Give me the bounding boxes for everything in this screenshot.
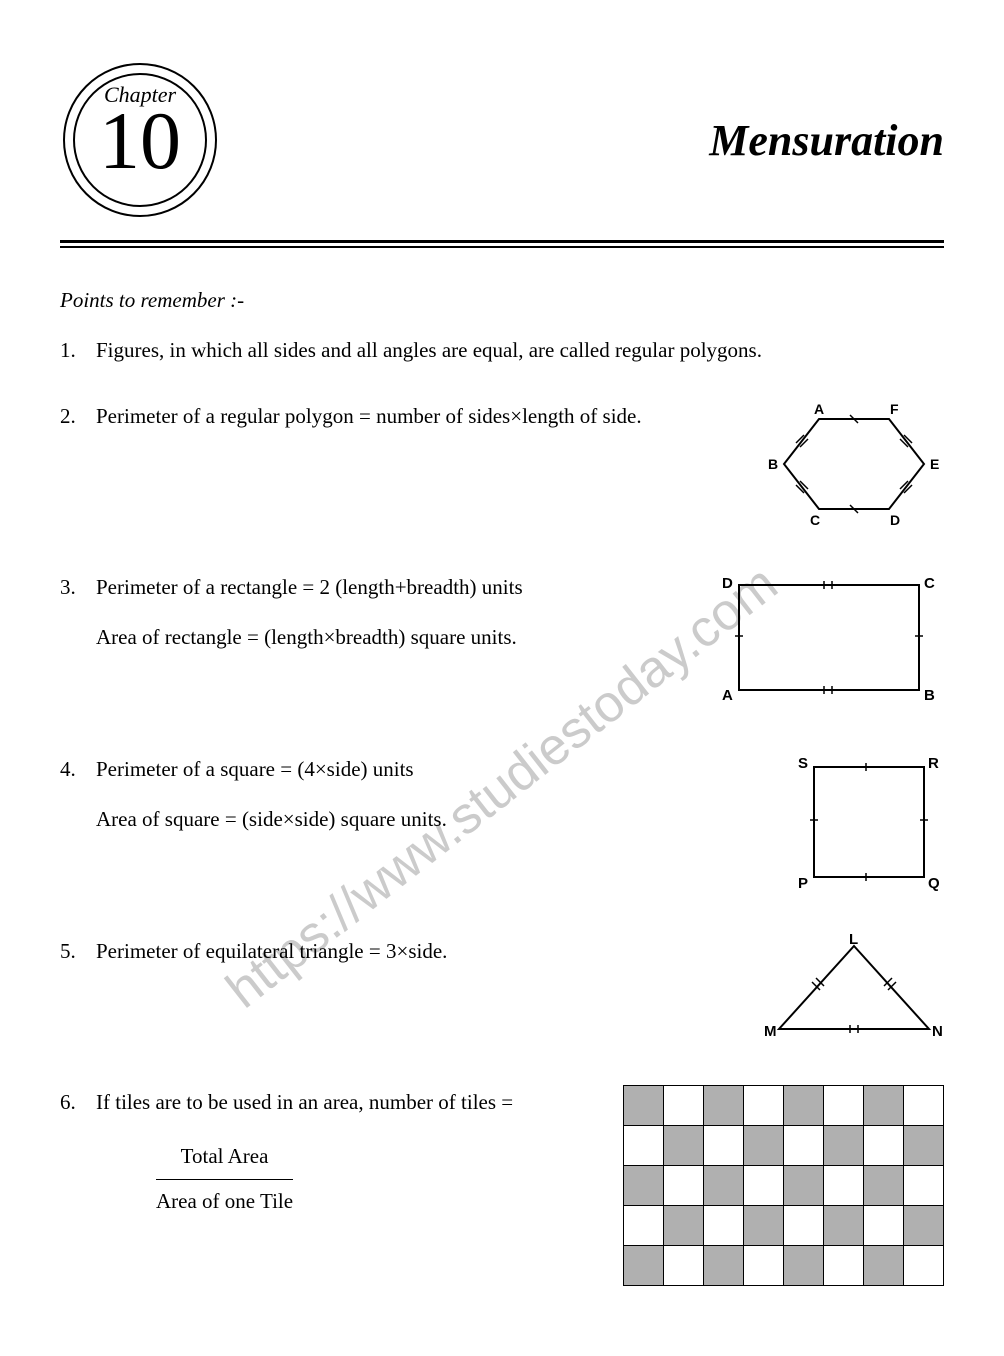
point-6-number: 6. [60,1085,76,1121]
tile-cell [704,1126,744,1166]
point-2-text: Perimeter of a regular polygon = number … [96,399,746,435]
tile-cell [744,1246,784,1286]
tile-cell [904,1086,944,1126]
chapter-title: Mensuration [250,115,944,166]
sq-label-q: Q [928,875,940,892]
point-2-number: 2. [60,399,76,435]
tile-cell [864,1206,904,1246]
point-1-text: Figures, in which all sides and all angl… [96,338,762,362]
point-6-text: If tiles are to be used in an area, numb… [96,1085,605,1121]
rect-label-b: B [924,687,935,704]
chapter-number: 10 [60,100,220,182]
rect-label-c: C [924,575,935,592]
point-4-line2: Area of square = (side×side) square unit… [96,802,776,838]
tile-cell [624,1246,664,1286]
point-1: 1. Figures, in which all sides and all a… [60,333,944,369]
tile-cell [784,1206,824,1246]
point-3: 3. Perimeter of a rectangle = 2 (length+… [60,570,944,722]
rect-label-a: A [722,687,733,704]
point-3-line1: Perimeter of a rectangle = 2 (length+bre… [96,570,696,606]
square-figure-icon: S R P Q [794,752,944,892]
chapter-header: Chapter 10 Mensuration [60,60,944,220]
point-2: 2. Perimeter of a regular polygon = numb… [60,399,944,541]
tile-cell [784,1086,824,1126]
section-heading: Points to remember :- [60,288,944,313]
hex-label-e: E [930,456,939,472]
tile-cell [744,1206,784,1246]
tile-cell [664,1126,704,1166]
chapter-badge: Chapter 10 [60,60,220,220]
tile-cell [824,1246,864,1286]
sq-label-s: S [798,755,808,772]
hex-label-a: A [814,401,824,417]
tile-cell [824,1126,864,1166]
tile-cell [624,1206,664,1246]
tile-cell [704,1246,744,1286]
tile-cell [664,1246,704,1286]
points-list: 1. Figures, in which all sides and all a… [60,333,944,1286]
triangle-figure-icon: L M N [764,934,944,1044]
tile-cell [904,1206,944,1246]
rectangle-figure-icon: D C A B [714,570,944,710]
hex-label-d: D [890,512,900,528]
tile-cell [824,1206,864,1246]
tile-cell [664,1206,704,1246]
point-1-number: 1. [60,333,76,369]
sq-label-p: P [798,875,808,892]
hexagon-figure-icon: A F E D C B [764,399,944,529]
point-4-line1: Perimeter of a square = (4×side) units [96,752,776,788]
tile-grid-figure [623,1085,944,1286]
tile-cell [704,1086,744,1126]
tile-cell [784,1246,824,1286]
fraction: Total Area Area of one Tile [156,1139,293,1219]
hex-label-c: C [810,512,820,528]
tile-cell [624,1126,664,1166]
tile-cell [864,1126,904,1166]
tile-cell [904,1246,944,1286]
fraction-top: Total Area [156,1139,293,1180]
point-3-number: 3. [60,570,76,606]
tile-cell [904,1126,944,1166]
tile-cell [864,1086,904,1126]
tile-cell [824,1086,864,1126]
point-3-line2: Area of rectangle = (length×breadth) squ… [96,620,696,656]
hex-label-b: B [768,456,778,472]
tile-cell [784,1126,824,1166]
tile-cell [624,1086,664,1126]
tri-label-l: L [849,934,858,948]
point-6: 6. If tiles are to be used in an area, n… [60,1085,944,1286]
rect-label-d: D [722,575,733,592]
point-4: 4. Perimeter of a square = (4×side) unit… [60,752,944,904]
point-5-number: 5. [60,934,76,970]
hex-label-f: F [890,401,899,417]
point-5-text: Perimeter of equilateral triangle = 3×si… [96,934,746,970]
point-4-number: 4. [60,752,76,788]
tile-cell [864,1246,904,1286]
tile-cell [744,1126,784,1166]
point-5: 5. Perimeter of equilateral triangle = 3… [60,934,944,1056]
header-divider [60,240,944,248]
tile-cell [704,1206,744,1246]
tile-cell [744,1086,784,1126]
tri-label-m: M [764,1023,777,1040]
tri-label-n: N [932,1023,943,1040]
tile-cell [664,1086,704,1126]
sq-label-r: R [928,755,939,772]
